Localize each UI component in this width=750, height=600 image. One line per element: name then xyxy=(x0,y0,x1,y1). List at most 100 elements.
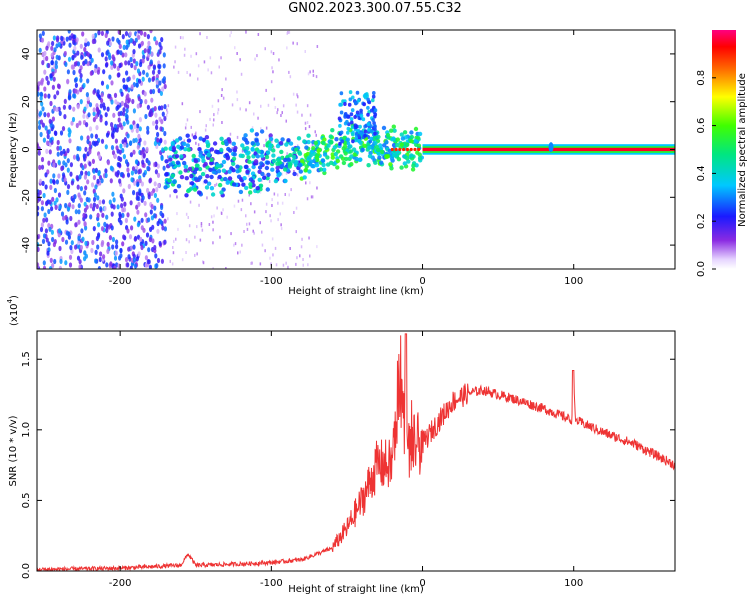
noise-blob xyxy=(162,165,166,171)
noise-blob xyxy=(76,155,80,161)
ramp-blob xyxy=(399,165,404,170)
faint-cell xyxy=(230,31,232,34)
noise-blob xyxy=(52,179,56,185)
ramp-blob xyxy=(389,156,395,161)
noise-blob xyxy=(39,226,44,233)
noise-blob xyxy=(158,80,162,86)
noise-blob xyxy=(137,43,142,49)
faint-cell xyxy=(218,65,220,69)
noise-blob xyxy=(80,170,84,176)
noise-blob xyxy=(79,43,83,49)
noise-blob xyxy=(161,147,165,153)
ramp-blob xyxy=(416,143,422,148)
faint-cell xyxy=(273,97,276,101)
faint-cell xyxy=(259,262,262,266)
ramp-blob xyxy=(399,142,404,147)
noise-blob xyxy=(147,160,151,166)
noise-blob xyxy=(86,78,90,84)
faint-cell xyxy=(197,143,200,147)
faint-cell xyxy=(245,30,247,34)
faint-cell xyxy=(274,106,277,109)
faint-cell xyxy=(214,184,216,187)
snr-xlabel: Height of straight line (km) xyxy=(288,584,424,595)
noise-blob xyxy=(66,69,70,75)
ramp-blob xyxy=(178,170,183,175)
noise-blob xyxy=(101,240,105,246)
faint-cell xyxy=(297,95,299,99)
plume-blob xyxy=(366,105,370,110)
noise-blob xyxy=(104,172,108,179)
faint-cell xyxy=(194,235,196,239)
plume-blob xyxy=(353,125,358,130)
noise-blob xyxy=(159,219,163,225)
ramp-blob xyxy=(334,137,339,142)
faint-cell xyxy=(302,258,304,261)
noise-blob xyxy=(116,49,120,55)
noise-blob xyxy=(110,64,114,70)
noise-blob xyxy=(70,120,74,126)
ramp-blob xyxy=(164,159,169,164)
noise-blob xyxy=(50,45,54,51)
faint-cell xyxy=(263,144,265,148)
plume-blob xyxy=(339,130,344,135)
noise-blob xyxy=(46,112,51,118)
faint-cell xyxy=(306,104,309,108)
noise-blob xyxy=(106,160,110,166)
noise-blob xyxy=(90,57,94,63)
ramp-blob xyxy=(205,174,210,179)
faint-cell xyxy=(189,200,192,204)
faint-cell xyxy=(203,60,206,64)
noise-blob xyxy=(137,96,141,102)
noise-blob xyxy=(163,239,167,245)
noise-blob xyxy=(112,197,116,203)
noise-blob xyxy=(149,89,153,95)
ramp-blob xyxy=(184,176,189,181)
ramp-blob xyxy=(217,182,223,188)
plume-blob xyxy=(366,122,371,126)
faint-cell xyxy=(220,56,222,60)
faint-cell xyxy=(283,160,285,164)
noise-blob xyxy=(132,138,136,144)
ramp-blob xyxy=(206,181,212,186)
faint-cell xyxy=(195,141,197,145)
noise-blob xyxy=(100,30,104,36)
colorbar: 0.0 0.2 0.4 0.6 0.8 Normalized spectral ampl… xyxy=(696,30,748,277)
snr-xtick-label: -100 xyxy=(260,578,283,589)
noise-blob xyxy=(137,251,141,257)
ramp-blob xyxy=(268,136,274,142)
noise-blob xyxy=(95,235,99,242)
noise-blob xyxy=(53,200,57,206)
near-zero-dot xyxy=(398,147,402,152)
ramp-blob xyxy=(174,138,180,143)
noise-blob xyxy=(59,150,64,156)
noise-blob xyxy=(95,125,99,131)
noise-blob xyxy=(142,172,146,178)
faint-cell xyxy=(186,71,188,74)
faint-cell xyxy=(277,193,279,197)
ramp-blob xyxy=(245,169,250,174)
faint-cell xyxy=(167,217,169,221)
noise-blob xyxy=(129,56,133,63)
noise-blob xyxy=(82,82,86,89)
faint-cell xyxy=(296,256,298,260)
noise-blob xyxy=(49,100,53,107)
noise-blob xyxy=(84,185,88,191)
faint-cell xyxy=(272,70,274,74)
ramp-blob xyxy=(244,185,249,191)
ramp-blob xyxy=(248,182,253,187)
noise-blob xyxy=(56,145,60,151)
colorbar-tick-label: 0.2 xyxy=(696,213,707,229)
noise-blob xyxy=(66,167,70,173)
noise-blob xyxy=(104,144,108,150)
noise-blob xyxy=(161,225,165,231)
faint-cell xyxy=(289,75,292,79)
noise-blob xyxy=(146,165,150,172)
noise-blob xyxy=(129,245,133,251)
noise-blob xyxy=(82,153,86,159)
noise-blob xyxy=(124,30,129,37)
noise-blob xyxy=(147,48,151,54)
noise-blob xyxy=(97,171,101,177)
ramp-blob xyxy=(279,163,285,169)
ramp-blob xyxy=(224,152,230,158)
plume-blob xyxy=(373,112,378,117)
